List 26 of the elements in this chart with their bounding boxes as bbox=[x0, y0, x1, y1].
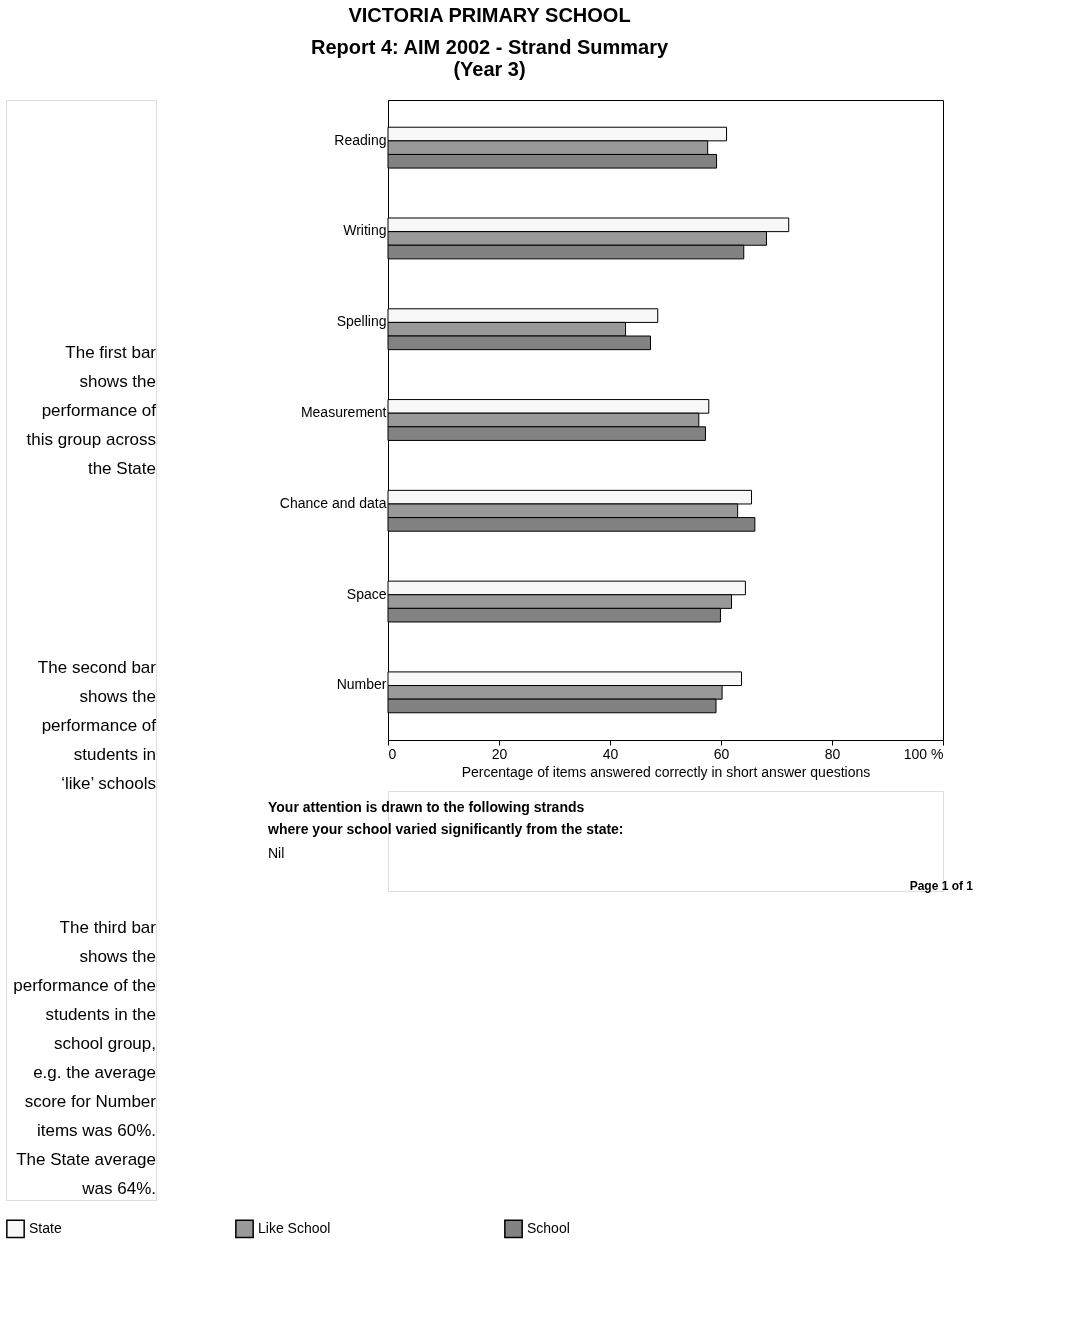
text: The third bar shows the performance of the students in the school group, e.g. the average score for Number items was 60%. The State average was 64%. bbox=[13, 918, 156, 1198]
x-tick-label: 40 bbox=[602, 745, 619, 762]
x-tick-label: 20 bbox=[491, 745, 508, 762]
y-tick-label: Measurement bbox=[300, 404, 387, 420]
chart-title: VICTORIA PRIMARY SCHOOL bbox=[348, 3, 631, 26]
legend-label: School bbox=[527, 1219, 570, 1236]
text: Your attention is drawn to the following strands where your school varied significantly from the state: bbox=[267, 799, 624, 837]
x-tick-label: 60 bbox=[713, 745, 730, 762]
text: (Year 3) bbox=[453, 57, 526, 80]
x-axis-title: Percentage of items answered correctly in short answer questions bbox=[461, 763, 871, 780]
text: Page 1 of 1 bbox=[909, 879, 974, 893]
legend-label: Like School bbox=[258, 1219, 331, 1236]
legend-label: State bbox=[29, 1219, 62, 1236]
text: The second bar shows the performance of students in ‘like’ schools bbox=[37, 658, 157, 793]
y-tick-label: Writing bbox=[343, 222, 387, 239]
y-tick-label: Reading bbox=[334, 131, 387, 148]
y-tick-label: Spelling bbox=[336, 313, 387, 330]
y-tick-label: Space bbox=[346, 585, 387, 602]
x-tick-label: 80 bbox=[824, 745, 841, 762]
text: Nil bbox=[268, 845, 285, 861]
text: The first bar shows the performance of this group across the State bbox=[26, 343, 157, 478]
y-tick-label: Chance and data bbox=[279, 494, 387, 511]
text: Report 4: AIM 2002 - Strand Summary bbox=[310, 35, 669, 58]
x-tick-label: 100 % bbox=[903, 745, 944, 762]
x-tick-label: 0 bbox=[388, 745, 397, 762]
y-tick-label: Number bbox=[336, 676, 387, 693]
